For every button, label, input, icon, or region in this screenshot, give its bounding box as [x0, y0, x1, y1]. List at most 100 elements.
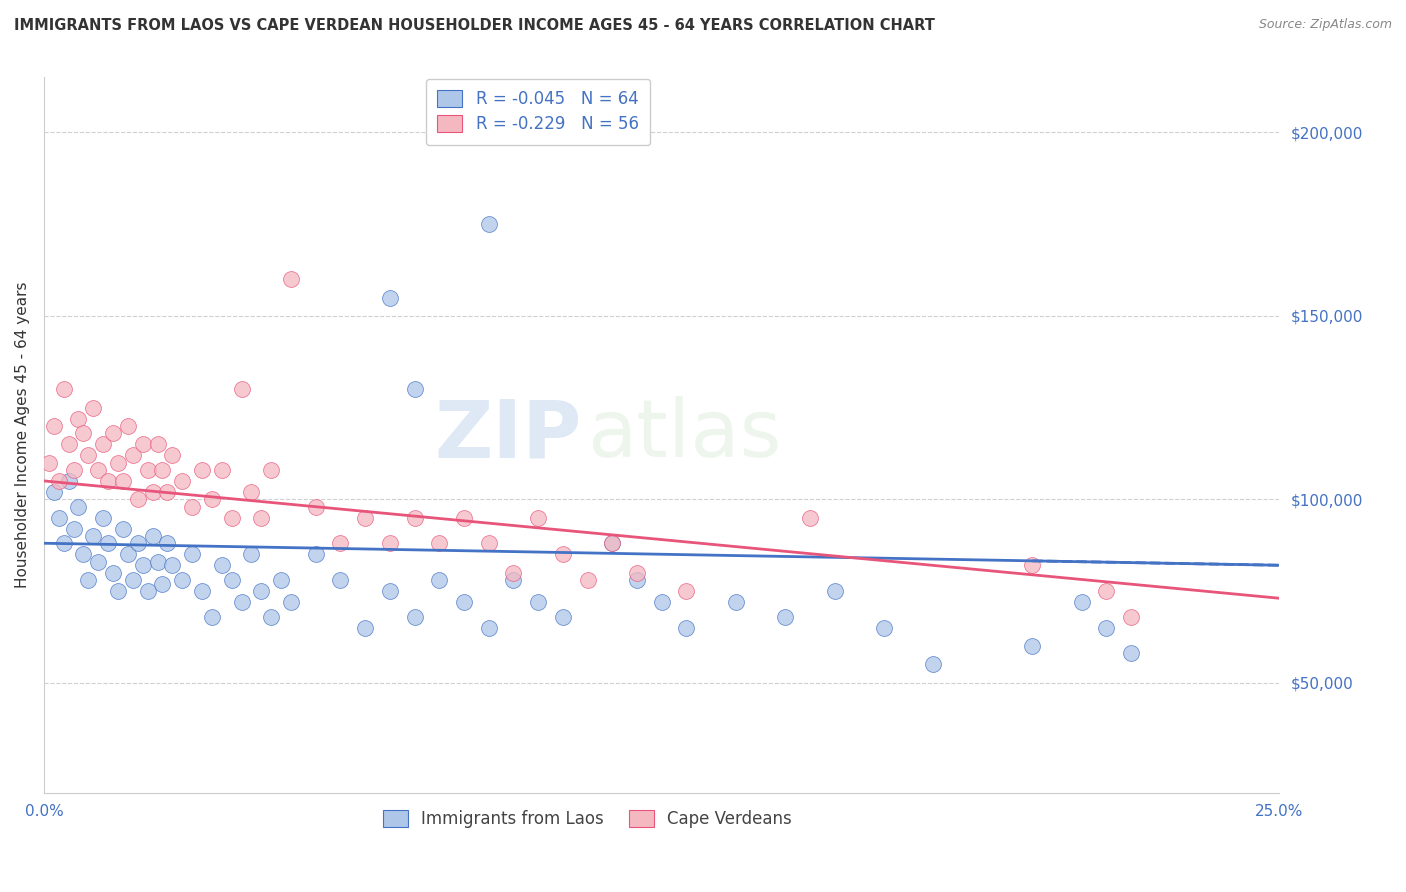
Point — [502, 573, 524, 587]
Point — [162, 448, 184, 462]
Point — [675, 621, 697, 635]
Point — [91, 437, 114, 451]
Point — [527, 595, 550, 609]
Point — [404, 382, 426, 396]
Point — [132, 558, 155, 573]
Point — [1021, 558, 1043, 573]
Point — [142, 484, 165, 499]
Point — [191, 463, 214, 477]
Point — [111, 474, 134, 488]
Point — [240, 547, 263, 561]
Point — [799, 510, 821, 524]
Point — [117, 418, 139, 433]
Point — [152, 576, 174, 591]
Point — [87, 463, 110, 477]
Point — [600, 536, 623, 550]
Point — [181, 500, 204, 514]
Point — [551, 609, 574, 624]
Point — [38, 456, 60, 470]
Point — [101, 566, 124, 580]
Point — [121, 448, 143, 462]
Point — [201, 609, 224, 624]
Point — [62, 522, 84, 536]
Point — [502, 566, 524, 580]
Point — [404, 609, 426, 624]
Point — [221, 510, 243, 524]
Point — [922, 657, 945, 672]
Point — [72, 547, 94, 561]
Point — [162, 558, 184, 573]
Point — [280, 272, 302, 286]
Point — [82, 401, 104, 415]
Legend: Immigrants from Laos, Cape Verdeans: Immigrants from Laos, Cape Verdeans — [377, 803, 799, 834]
Point — [117, 547, 139, 561]
Point — [172, 573, 194, 587]
Point — [97, 474, 120, 488]
Point — [724, 595, 747, 609]
Point — [270, 573, 292, 587]
Point — [453, 510, 475, 524]
Point — [172, 474, 194, 488]
Point — [101, 426, 124, 441]
Point — [305, 547, 328, 561]
Text: IMMIGRANTS FROM LAOS VS CAPE VERDEAN HOUSEHOLDER INCOME AGES 45 - 64 YEARS CORRE: IMMIGRANTS FROM LAOS VS CAPE VERDEAN HOU… — [14, 18, 935, 33]
Point — [250, 510, 273, 524]
Point — [91, 510, 114, 524]
Point — [378, 583, 401, 598]
Point — [72, 426, 94, 441]
Point — [651, 595, 673, 609]
Point — [231, 595, 253, 609]
Point — [626, 573, 648, 587]
Point — [211, 558, 233, 573]
Point — [136, 463, 159, 477]
Point — [527, 510, 550, 524]
Point — [305, 500, 328, 514]
Point — [146, 437, 169, 451]
Point — [42, 484, 65, 499]
Point — [250, 583, 273, 598]
Point — [136, 583, 159, 598]
Point — [1021, 639, 1043, 653]
Point — [824, 583, 846, 598]
Point — [58, 437, 80, 451]
Point — [132, 437, 155, 451]
Point — [152, 463, 174, 477]
Point — [329, 536, 352, 550]
Point — [52, 382, 75, 396]
Point — [42, 418, 65, 433]
Point — [231, 382, 253, 396]
Point — [478, 621, 501, 635]
Text: Source: ZipAtlas.com: Source: ZipAtlas.com — [1258, 18, 1392, 31]
Point — [478, 536, 501, 550]
Point — [142, 529, 165, 543]
Point — [77, 448, 100, 462]
Point — [201, 492, 224, 507]
Point — [280, 595, 302, 609]
Point — [121, 573, 143, 587]
Point — [156, 484, 179, 499]
Point — [156, 536, 179, 550]
Point — [221, 573, 243, 587]
Point — [427, 573, 450, 587]
Point — [97, 536, 120, 550]
Point — [191, 583, 214, 598]
Point — [67, 411, 90, 425]
Point — [1070, 595, 1092, 609]
Point — [62, 463, 84, 477]
Point — [52, 536, 75, 550]
Point — [127, 536, 149, 550]
Point — [600, 536, 623, 550]
Point — [111, 522, 134, 536]
Point — [675, 583, 697, 598]
Point — [626, 566, 648, 580]
Point — [211, 463, 233, 477]
Point — [260, 609, 283, 624]
Point — [48, 510, 70, 524]
Point — [1121, 646, 1143, 660]
Point — [67, 500, 90, 514]
Point — [354, 510, 377, 524]
Point — [773, 609, 796, 624]
Text: atlas: atlas — [588, 396, 782, 474]
Point — [58, 474, 80, 488]
Point — [48, 474, 70, 488]
